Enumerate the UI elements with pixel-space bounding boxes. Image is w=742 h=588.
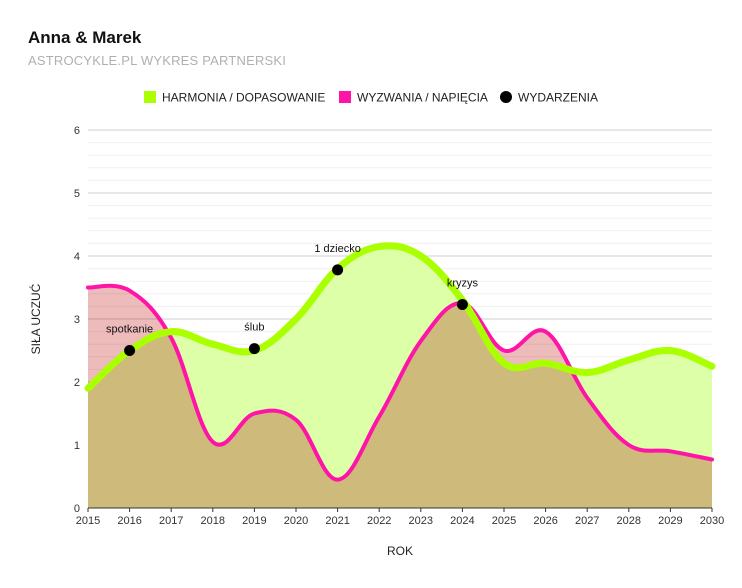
- y-tick-label: 3: [74, 314, 80, 326]
- x-tick-label: 2023: [409, 515, 433, 527]
- axis-layer: 0 1 2 3 4 5 6 2015 2016 2017 2018 2019 2020 2021 2022 2…: [28, 125, 724, 558]
- x-tick-label: 2025: [492, 515, 516, 527]
- y-tick-label: 4: [74, 251, 80, 263]
- x-tick-label: 2029: [658, 515, 682, 527]
- legend-item-wyzwania-swatch: [339, 91, 351, 103]
- y-tick-label: 5: [74, 188, 80, 200]
- legend-item-wyzwania-label: WYZWANIA / NAPIĘCIA: [357, 91, 488, 105]
- legend-item-harmonia-label: HARMONIA / DOPASOWANIE: [162, 91, 325, 105]
- x-tick-label: 2015: [76, 515, 100, 527]
- y-axis-title: SIŁA UCZUĆ: [28, 283, 43, 354]
- event-marker: [456, 299, 468, 311]
- event-layer: spotkanie ślub 1 dziecko kryzys: [106, 243, 478, 356]
- y-tick-label: 6: [74, 125, 80, 137]
- event-label: 1 dziecko: [314, 243, 360, 255]
- legend-item-wydarzenia-label: WYDARZENIA: [518, 91, 598, 105]
- chart-title: Anna & Marek: [28, 28, 142, 47]
- series-line-wyzwania: [86, 283, 714, 482]
- x-axis-title: ROK: [387, 544, 413, 558]
- legend-item-wydarzenia-swatch: [500, 91, 512, 103]
- x-tick-label: 2021: [325, 515, 349, 527]
- event-label: kryzys: [447, 278, 479, 290]
- x-tick-label: 2026: [533, 515, 557, 527]
- series-line-harmonia: [84, 242, 716, 392]
- y-tick-label: 1: [74, 440, 80, 452]
- event-marker: [248, 343, 260, 355]
- y-tick-label: 2: [74, 377, 80, 389]
- x-tick-label: 2028: [617, 515, 641, 527]
- event-label: spotkanie: [106, 324, 153, 336]
- event-marker: [332, 264, 344, 276]
- x-tick-label: 2027: [575, 515, 599, 527]
- y-tick-label: 0: [74, 503, 80, 515]
- x-tick-label: 2018: [201, 515, 225, 527]
- legend-item-harmonia-swatch: [144, 91, 156, 103]
- series-area-wyzwania: [88, 285, 712, 508]
- chart-subtitle: ASTROCYKLE.PL WYKRES PARTNERSKI: [28, 53, 287, 68]
- x-tick-label: 2016: [117, 515, 141, 527]
- x-tick-label: 2019: [242, 515, 266, 527]
- x-tick-label: 2020: [284, 515, 308, 527]
- x-tick-label: 2017: [159, 515, 183, 527]
- legend: HARMONIA / DOPASOWANIE WYZWANIA / NAPIĘCI…: [144, 91, 598, 105]
- event-marker: [124, 345, 136, 356]
- x-tick-label: 2022: [367, 515, 391, 527]
- line-layer: [84, 242, 716, 482]
- event-label: ślub: [244, 322, 264, 334]
- x-tick-label: 2024: [450, 515, 474, 527]
- x-tick-label: 2030: [700, 515, 724, 527]
